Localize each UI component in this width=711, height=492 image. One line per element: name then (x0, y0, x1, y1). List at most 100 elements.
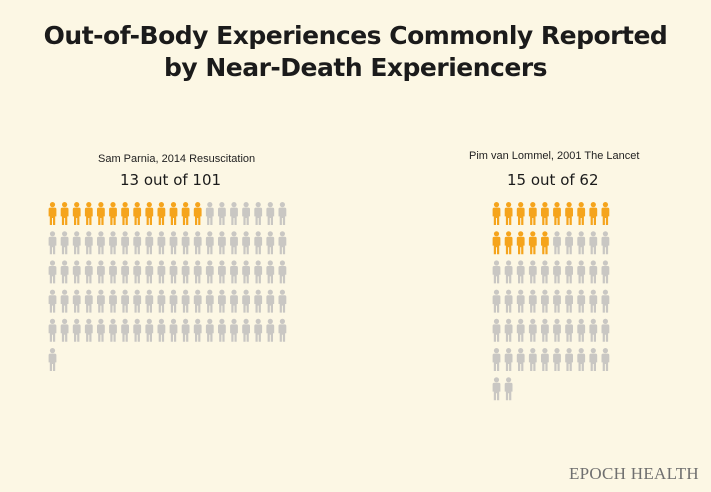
person-icon-13 (193, 202, 202, 225)
panel-1-pictograph (48, 202, 287, 371)
person-icon-46 (109, 260, 117, 284)
person-icon-85 (97, 318, 105, 342)
person-icon-32 (181, 231, 190, 255)
person-icon-99 (266, 318, 275, 342)
title-line-2: by Near-Death Experiencers (163, 53, 548, 82)
person-icon-76 (230, 289, 238, 313)
person-icon-53 (193, 260, 202, 284)
person-icon-41 (48, 260, 57, 284)
person-icon-35 (541, 289, 549, 313)
person-icon-15 (541, 231, 549, 255)
person-icon-2 (60, 202, 69, 225)
person-icon-48 (133, 260, 142, 284)
person-icon-45 (97, 260, 105, 284)
person-icon-48 (577, 318, 586, 342)
person-icon-84 (84, 318, 93, 342)
person-icon-22 (504, 260, 513, 284)
person-icon-59 (589, 348, 598, 371)
person-icon-49 (145, 260, 154, 284)
panel-1-count: 13 out of 101 (120, 171, 222, 189)
panel-1-source: Sam Parnia, 2014 Resuscitation (98, 153, 256, 165)
person-icon-30 (157, 231, 166, 255)
person-icon-59 (266, 260, 275, 284)
person-icon-82 (60, 318, 69, 342)
person-icon-47 (565, 318, 573, 342)
person-icon-80 (278, 289, 287, 313)
person-icon-18 (577, 231, 586, 255)
person-icon-98 (254, 318, 263, 342)
person-icon-40 (278, 231, 287, 255)
person-icon-83 (72, 318, 81, 342)
person-icon-101 (48, 348, 57, 371)
person-icon-58 (577, 348, 586, 371)
person-icon-23 (516, 260, 525, 284)
person-icon-55 (218, 260, 226, 284)
person-icon-9 (145, 202, 154, 225)
person-icon-13 (516, 231, 525, 255)
person-icon-34 (205, 231, 214, 255)
person-icon-81 (48, 318, 57, 342)
person-icon-62 (60, 289, 69, 313)
person-icon-26 (109, 231, 117, 255)
person-icon-72 (181, 289, 190, 313)
chart-title: Out-of-Body Experiences Commonly Reporte… (0, 20, 711, 84)
person-icon-71 (169, 289, 178, 313)
person-icon-97 (242, 318, 250, 342)
person-icon-37 (242, 231, 250, 255)
person-icon-91 (169, 318, 178, 342)
person-icon-96 (230, 318, 238, 342)
person-icon-4 (528, 202, 537, 225)
person-icon-39 (589, 289, 598, 313)
person-icon-61 (48, 289, 57, 313)
person-icon-22 (60, 231, 69, 255)
person-icon-40 (601, 289, 610, 313)
person-icon-30 (601, 260, 610, 284)
person-icon-11 (492, 231, 501, 255)
person-icon-46 (553, 318, 561, 342)
person-icon-8 (133, 202, 142, 225)
person-icon-55 (541, 348, 549, 371)
person-icon-32 (504, 289, 513, 313)
person-icon-27 (565, 260, 573, 284)
person-icon-39 (266, 231, 275, 255)
person-icon-50 (601, 318, 610, 342)
person-icon-31 (169, 231, 178, 255)
person-icon-74 (205, 289, 214, 313)
person-icon-25 (97, 231, 105, 255)
person-icon-36 (553, 289, 561, 313)
person-icon-28 (577, 260, 586, 284)
person-icon-89 (145, 318, 154, 342)
person-icon-5 (541, 202, 549, 225)
person-icon-34 (528, 289, 537, 313)
person-icon-8 (577, 202, 586, 225)
person-icon-35 (218, 231, 226, 255)
person-icon-50 (157, 260, 166, 284)
publisher-credit: EPOCH HEALTH (568, 464, 699, 483)
person-icon-28 (133, 231, 142, 255)
panel-2-source: Pim van Lommel, 2001 The Lancet (469, 150, 640, 162)
person-icon-56 (230, 260, 238, 284)
person-icon-26 (553, 260, 561, 284)
person-icon-54 (528, 348, 537, 371)
person-icon-27 (121, 231, 129, 255)
person-icon-57 (242, 260, 250, 284)
person-icon-43 (72, 260, 81, 284)
person-icon-16 (230, 202, 238, 225)
person-icon-14 (205, 202, 214, 225)
panel-2-count: 15 out of 62 (507, 171, 599, 189)
person-icon-90 (157, 318, 166, 342)
person-icon-25 (541, 260, 549, 284)
person-icon-24 (84, 231, 93, 255)
person-icon-31 (492, 289, 501, 313)
person-icon-19 (266, 202, 275, 225)
person-icon-29 (145, 231, 154, 255)
person-icon-77 (242, 289, 250, 313)
person-icon-75 (218, 289, 226, 313)
person-icon-7 (121, 202, 129, 225)
person-icon-33 (516, 289, 525, 313)
person-icon-4 (84, 202, 93, 225)
person-icon-6 (109, 202, 117, 225)
person-icon-60 (601, 348, 610, 371)
person-icon-9 (589, 202, 598, 225)
person-icon-12 (181, 202, 190, 225)
